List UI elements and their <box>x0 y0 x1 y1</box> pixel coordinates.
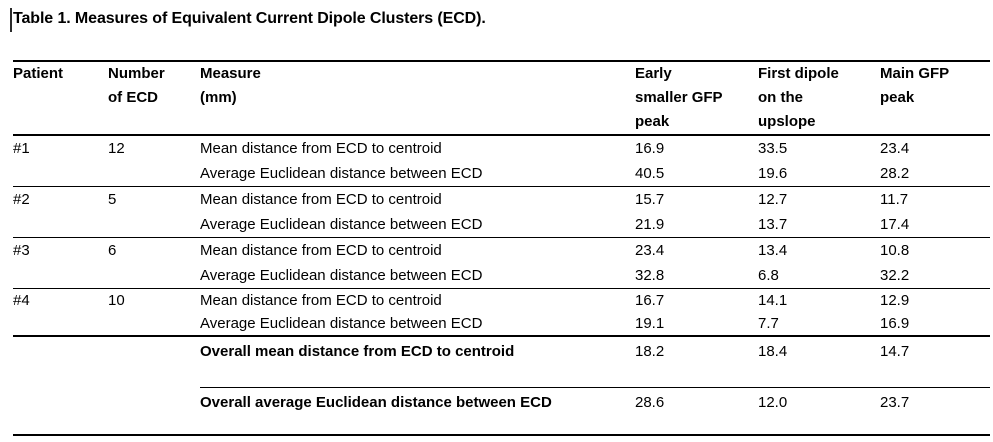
cell-early-gfp: 18.2 <box>635 336 758 388</box>
column-header-main-gfp: Main GFP peak <box>880 61 990 136</box>
cell-empty <box>108 388 200 436</box>
header-line: of ECD <box>108 89 158 106</box>
cell-number-of-ecd: 6 <box>108 242 117 259</box>
table-row-patient3-mean: #3 6 Mean distance from ECD to centroid … <box>13 238 990 264</box>
cell-patient <box>13 263 108 289</box>
column-header-first-dipole: First dipole on the upslope <box>758 61 880 136</box>
cell-measure: Mean distance from ECD to centroid <box>200 191 442 208</box>
cell-early-gfp: 16.9 <box>635 140 665 157</box>
cell-early-gfp: 15.7 <box>635 191 665 208</box>
header-line: (mm) <box>200 89 237 106</box>
header-line: Measure <box>200 65 261 82</box>
cell-main-gfp: 14.7 <box>880 336 990 388</box>
cell-measure: Mean distance from ECD to centroid <box>200 242 442 259</box>
table-row-patient1-average: Average Euclidean distance between ECD 4… <box>13 161 990 187</box>
table-row-patient2-mean: #2 5 Mean distance from ECD to centroid … <box>13 187 990 213</box>
cell-patient <box>13 161 108 187</box>
cell-measure: Overall average Euclidean distance betwe… <box>200 394 552 411</box>
cell-patient: #4 <box>13 292 30 309</box>
cell-measure: Overall mean distance from ECD to centro… <box>200 336 635 388</box>
cell-main-gfp: 23.4 <box>880 140 910 157</box>
cell-main-gfp: 32.2 <box>880 263 990 289</box>
cell-early-gfp: 40.5 <box>635 161 758 187</box>
header-line: peak <box>635 113 670 130</box>
cell-measure: Average Euclidean distance between ECD <box>200 212 635 238</box>
cell-number-of-ecd: 5 <box>108 191 117 208</box>
cell-patient: #2 <box>13 191 30 208</box>
cell-number-of-ecd: 10 <box>108 292 125 309</box>
cell-empty <box>108 336 200 388</box>
cell-patient: #3 <box>13 242 30 259</box>
header-line: Number <box>108 65 165 82</box>
cell-main-gfp: 23.7 <box>880 394 910 411</box>
ecd-measures-table: Patient Number of ECD Measure (mm) Early… <box>13 60 990 436</box>
cell-empty <box>13 336 108 388</box>
cell-main-gfp: 16.9 <box>880 312 990 337</box>
cell-number-of-ecd <box>108 212 200 238</box>
cell-first-dipole: 7.7 <box>758 312 880 337</box>
column-header-number-of-ecd: Number of ECD <box>108 61 200 136</box>
header-line: upslope <box>758 113 816 130</box>
table-row-patient2-average: Average Euclidean distance between ECD 2… <box>13 212 990 238</box>
cell-early-gfp: 32.8 <box>635 263 758 289</box>
cell-measure: Average Euclidean distance between ECD <box>200 263 635 289</box>
column-header-measure: Measure (mm) <box>200 61 635 136</box>
table-caption: Table 1. Measures of Equivalent Current … <box>13 10 486 27</box>
cell-first-dipole: 12.7 <box>758 191 788 208</box>
cell-number-of-ecd <box>108 263 200 289</box>
text-cursor <box>10 8 12 32</box>
header-line: Early <box>635 65 672 82</box>
cell-measure: Average Euclidean distance between ECD <box>200 161 635 187</box>
cell-early-gfp: 19.1 <box>635 312 758 337</box>
column-header-patient: Patient <box>13 61 108 136</box>
header-line: Patient <box>13 65 64 82</box>
table-row-patient1-mean: #1 12 Mean distance from ECD to centroid… <box>13 135 990 161</box>
cell-first-dipole: 12.0 <box>758 394 788 411</box>
cell-first-dipole: 13.4 <box>758 242 788 259</box>
cell-patient <box>13 212 108 238</box>
table-row-overall-mean: Overall mean distance from ECD to centro… <box>13 336 990 388</box>
cell-measure: Average Euclidean distance between ECD <box>200 312 635 337</box>
cell-main-gfp: 12.9 <box>880 292 910 309</box>
cell-measure: Mean distance from ECD to centroid <box>200 292 442 309</box>
cell-first-dipole: 13.7 <box>758 212 880 238</box>
cell-number-of-ecd: 12 <box>108 140 125 157</box>
header-line: Main GFP <box>880 65 950 82</box>
header-line: smaller GFP <box>635 89 723 106</box>
table-row-patient3-average: Average Euclidean distance between ECD 3… <box>13 263 990 289</box>
header-line: peak <box>880 89 915 106</box>
cell-first-dipole: 6.8 <box>758 263 880 289</box>
cell-measure: Mean distance from ECD to centroid <box>200 140 442 157</box>
cell-number-of-ecd <box>108 312 200 337</box>
cell-early-gfp: 23.4 <box>635 242 665 259</box>
cell-patient <box>13 312 108 337</box>
cell-early-gfp: 28.6 <box>635 394 665 411</box>
table-row-overall-average: Overall average Euclidean distance betwe… <box>13 388 990 436</box>
cell-first-dipole: 18.4 <box>758 336 880 388</box>
cell-first-dipole: 19.6 <box>758 161 880 187</box>
header-row: Patient Number of ECD Measure (mm) Early… <box>13 61 990 136</box>
header-line: First dipole <box>758 65 839 82</box>
cell-main-gfp: 28.2 <box>880 161 990 187</box>
table-row-patient4-mean: #4 10 Mean distance from ECD to centroid… <box>13 289 990 313</box>
column-header-early-gfp: Early smaller GFP peak <box>635 61 758 136</box>
cell-first-dipole: 14.1 <box>758 292 788 309</box>
cell-main-gfp: 17.4 <box>880 212 990 238</box>
cell-empty <box>13 388 108 436</box>
cell-patient: #1 <box>13 140 30 157</box>
cell-early-gfp: 21.9 <box>635 212 758 238</box>
cell-main-gfp: 11.7 <box>880 191 909 208</box>
table-row-patient4-average: Average Euclidean distance between ECD 1… <box>13 312 990 337</box>
cell-first-dipole: 33.5 <box>758 140 788 157</box>
header-line: on the <box>758 89 803 106</box>
cell-number-of-ecd <box>108 161 200 187</box>
cell-early-gfp: 16.7 <box>635 292 665 309</box>
cell-main-gfp: 10.8 <box>880 242 910 259</box>
